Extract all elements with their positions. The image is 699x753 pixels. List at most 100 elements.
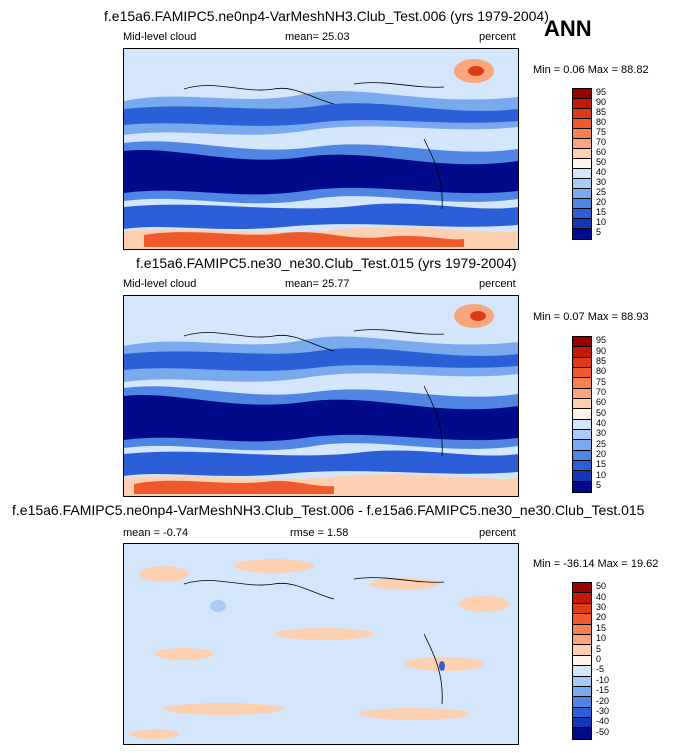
- colorbar-swatch: [573, 337, 591, 348]
- colorbar-swatch: [573, 219, 591, 229]
- colorbar-tick-label: 80: [596, 117, 607, 127]
- panel-2-title: f.e15a6.FAMIPC5.ne30_ne30.Club_Test.015 …: [136, 255, 517, 271]
- colorbar-tick-label: 60: [596, 147, 607, 157]
- colorbar-swatch: [573, 481, 591, 492]
- panel-1-units-label: percent: [479, 31, 516, 43]
- colorbar-swatch: [573, 429, 591, 441]
- colorbar-swatch: [573, 460, 591, 472]
- panel-2-units-label: percent: [479, 278, 516, 290]
- colorbar-swatch: [573, 89, 591, 99]
- colorbar-swatch: [573, 179, 591, 189]
- colorbar-tick-label: 20: [596, 448, 607, 459]
- panel-2-map-field: [124, 296, 518, 496]
- colorbar-swatch: [573, 419, 591, 430]
- panel-2-colorbar: [572, 336, 592, 493]
- colorbar-tick-label: 85: [596, 355, 607, 366]
- colorbar-tick-label: 40: [596, 167, 607, 177]
- colorbar-swatch: [573, 645, 591, 656]
- colorbar-tick-label: 40: [596, 417, 607, 428]
- panel-1-map-field: [124, 49, 518, 249]
- panel-1-variable-label: Mid-level cloud: [123, 31, 197, 43]
- panel-3-minmax: Min = -36.14 Max = 19.62: [533, 558, 659, 570]
- colorbar-swatch: [573, 357, 591, 368]
- colorbar-swatch: [573, 388, 591, 399]
- colorbar-swatch: [573, 634, 591, 646]
- colorbar-swatch: [573, 614, 591, 625]
- colorbar-tick-label: -10: [596, 674, 610, 685]
- colorbar-swatch: [573, 189, 591, 199]
- colorbar-tick-label: 10: [596, 633, 607, 644]
- colorbar-tick-label: 20: [596, 197, 607, 207]
- colorbar-tick-label: 10: [596, 469, 607, 480]
- colorbar-tick-label: 25: [596, 187, 607, 197]
- colorbar-swatch: [573, 666, 591, 677]
- colorbar-swatch: [573, 655, 591, 667]
- colorbar-swatch: [573, 471, 591, 482]
- colorbar-swatch: [573, 697, 591, 708]
- colorbar-swatch: [573, 209, 591, 219]
- colorbar-tick-label: 60: [596, 397, 607, 408]
- colorbar-swatch: [573, 367, 591, 379]
- colorbar-swatch: [573, 707, 591, 719]
- colorbar-tick-label: -30: [596, 706, 610, 716]
- colorbar-tick-label: 75: [596, 376, 607, 387]
- colorbar-tick-label: 40: [596, 591, 607, 602]
- colorbar-swatch: [573, 229, 591, 239]
- colorbar-swatch: [573, 109, 591, 119]
- panel-3-colorbar: [572, 582, 592, 740]
- colorbar-swatch: [573, 199, 591, 209]
- colorbar-tick-label: -5: [596, 664, 605, 675]
- panel-2-mean-label: mean= 25.77: [285, 278, 350, 290]
- colorbar-swatch: [573, 686, 591, 698]
- colorbar-swatch: [573, 450, 591, 461]
- panel-2-minmax: Min = 0.07 Max = 88.93: [533, 311, 649, 323]
- colorbar-swatch: [573, 440, 591, 451]
- colorbar-swatch: [573, 347, 591, 358]
- colorbar-tick-label: 10: [596, 217, 607, 227]
- colorbar-swatch: [573, 378, 591, 389]
- colorbar-swatch: [573, 676, 591, 687]
- colorbar-swatch: [573, 593, 591, 604]
- colorbar-swatch: [573, 398, 591, 410]
- colorbar-swatch: [573, 139, 591, 149]
- panel-3-map-field: [124, 544, 518, 744]
- colorbar-tick-label: 50: [596, 157, 607, 167]
- panel-3-map: [123, 543, 519, 745]
- colorbar-tick-label: 85: [596, 107, 607, 117]
- colorbar-swatch: [573, 99, 591, 109]
- panel-3-mean-label: mean = -0.74: [123, 527, 189, 539]
- colorbar-tick-label: -15: [596, 685, 610, 696]
- colorbar-swatch: [573, 409, 591, 420]
- panel-1-minmax: Min = 0.06 Max = 88.82: [533, 64, 649, 76]
- colorbar-tick-label: 30: [596, 428, 607, 439]
- colorbar-tick-label: 5: [596, 479, 602, 490]
- colorbar-swatch: [573, 119, 591, 129]
- colorbar-tick-label: 5: [596, 643, 602, 654]
- panel-2-variable-label: Mid-level cloud: [123, 278, 197, 290]
- colorbar-tick-label: -50: [596, 726, 610, 737]
- colorbar-tick-label: 50: [596, 407, 607, 418]
- colorbar-tick-label: -20: [596, 695, 610, 706]
- colorbar-swatch: [573, 728, 591, 739]
- panel-1-colorbar: [572, 88, 592, 240]
- colorbar-tick-label: 30: [596, 602, 607, 612]
- colorbar-tick-label: 15: [596, 207, 607, 217]
- panel-1-map: [123, 48, 519, 250]
- colorbar-swatch: [573, 603, 591, 615]
- panel-1-title: f.e15a6.FAMIPC5.ne0np4-VarMeshNH3.Club_T…: [104, 8, 549, 24]
- colorbar-swatch: [573, 149, 591, 159]
- colorbar-tick-label: 0: [596, 654, 602, 664]
- colorbar-swatch: [573, 129, 591, 139]
- colorbar-tick-label: 30: [596, 177, 607, 187]
- colorbar-tick-label: 5: [596, 227, 602, 237]
- colorbar-tick-label: 90: [596, 345, 607, 356]
- colorbar-swatch: [573, 718, 591, 729]
- colorbar-tick-label: 25: [596, 438, 607, 449]
- colorbar-tick-label: 95: [596, 335, 607, 346]
- colorbar-tick-label: 15: [596, 459, 607, 470]
- panel-3-units-label: percent: [479, 527, 516, 539]
- colorbar-tick-label: 70: [596, 386, 607, 397]
- colorbar-tick-label: 15: [596, 622, 607, 633]
- colorbar-tick-label: 95: [596, 87, 607, 97]
- panel-3-title: f.e15a6.FAMIPC5.ne0np4-VarMeshNH3.Club_T…: [12, 502, 645, 518]
